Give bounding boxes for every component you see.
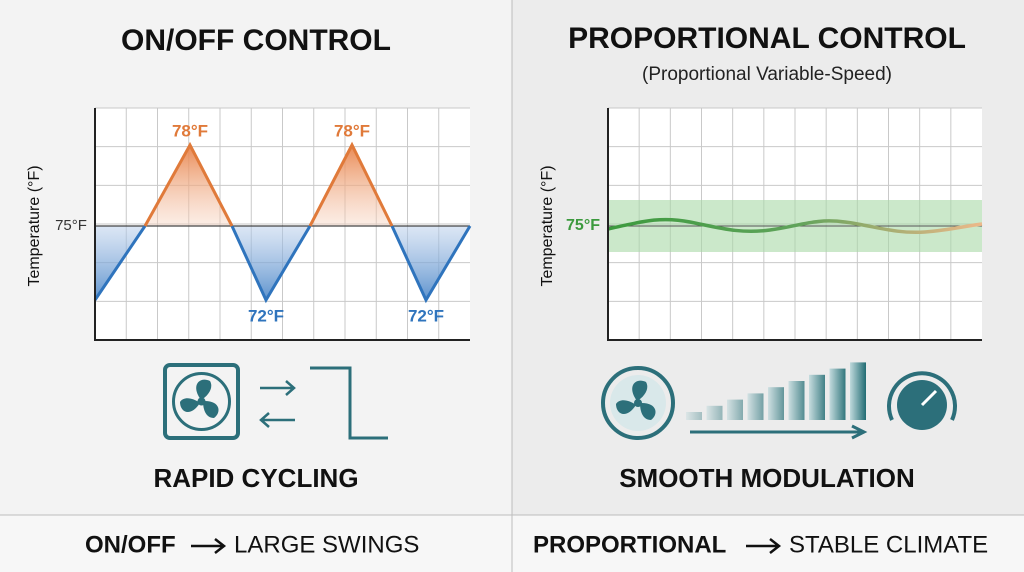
step-signal (310, 366, 388, 440)
speed-bar (706, 405, 723, 420)
fan-icon (163, 363, 240, 440)
temperature-wave (607, 217, 983, 235)
peak-label: 78°F (172, 121, 208, 140)
axes (607, 108, 982, 341)
setpoint-label: 75°F (55, 217, 87, 234)
peak-label: 78°F (334, 121, 370, 140)
arrow (746, 538, 782, 554)
caption: RAPID CYCLING (153, 463, 358, 493)
axis-label: Temperature (°F) (26, 165, 43, 286)
footer-text: LARGE SWINGS (234, 531, 419, 558)
fan-icon (601, 366, 675, 440)
trough-label: 72°F (408, 306, 444, 325)
axes (94, 108, 470, 341)
speed-bar (788, 381, 805, 420)
speed-bar (850, 362, 866, 420)
speed-bar (809, 374, 825, 420)
trough-label: 72°F (248, 306, 284, 325)
below-fill (95, 226, 470, 300)
footer-text: STABLE CLIMATE (789, 531, 988, 558)
ramp-arrow (690, 424, 868, 440)
speed-bar (686, 412, 702, 420)
speed-bar (747, 393, 764, 420)
speed-bar (727, 399, 743, 420)
speed-bar (768, 387, 784, 420)
footer-bold: ON/OFF (85, 531, 176, 558)
speed-bars (686, 362, 866, 420)
axis-label: Temperature (°F) (539, 165, 556, 286)
knob-icon (887, 371, 957, 430)
caption: SMOOTH MODULATION (619, 463, 915, 493)
heat-line (143, 141, 394, 227)
arrow (191, 538, 227, 554)
subtitle: (Proportional Variable-Speed) (642, 64, 892, 85)
title: ON/OFF CONTROL (121, 24, 391, 57)
speed-bar (829, 368, 846, 420)
cycle-arrows (259, 380, 296, 428)
footer-bold: PROPORTIONAL (533, 531, 726, 558)
setpoint-label: 75°F (566, 217, 600, 234)
above-fill (145, 145, 392, 226)
title: PROPORTIONAL CONTROL (568, 22, 966, 55)
cool-line (93, 225, 472, 304)
